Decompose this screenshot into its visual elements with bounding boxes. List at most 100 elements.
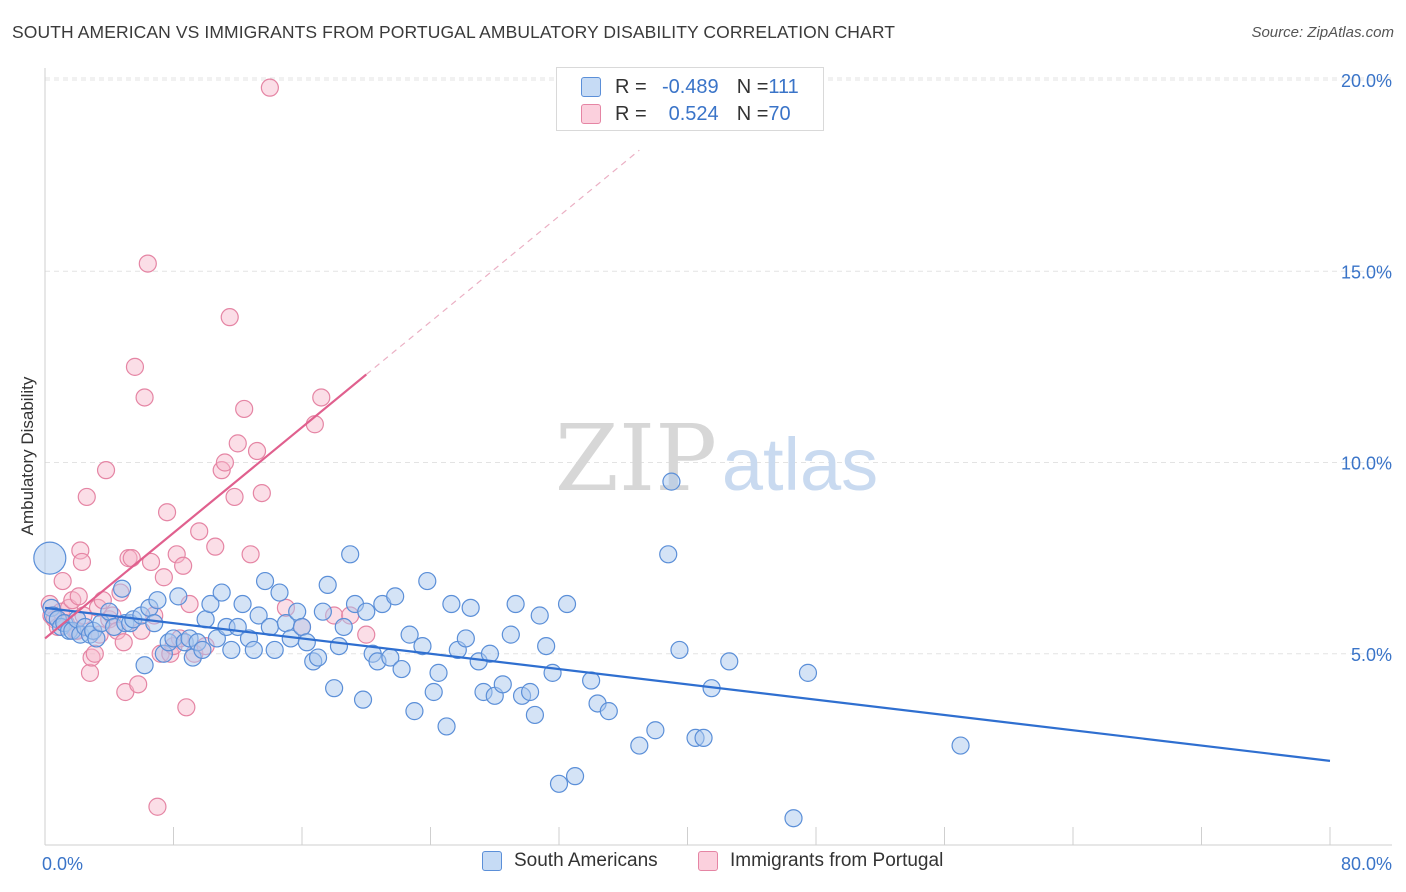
y-tick-label: 10.0% [1341,454,1392,474]
data-point-immigrants-from-portugal [148,797,167,816]
chart-title: SOUTH AMERICAN VS IMMIGRANTS FROM PORTUG… [12,22,896,42]
data-point-immigrants-from-portugal [190,522,209,541]
data-point-south-americans [386,587,405,606]
data-point-south-americans [329,636,349,656]
data-point-immigrants-from-portugal [305,415,324,434]
data-point-immigrants-from-portugal [80,663,100,682]
data-point-south-americans [599,702,618,721]
data-point-south-americans [798,663,818,682]
y-tick-label: 5.0% [1351,645,1392,665]
legend-r-value: 0.524 [668,102,719,125]
data-point-south-americans [212,583,231,602]
data-point-south-americans [201,594,220,614]
data-point-immigrants-from-portugal [220,308,239,327]
y-tick-label: 15.0% [1341,262,1392,282]
data-point-south-americans [265,640,284,660]
y-axis-title: Ambulatory Disability [18,376,37,536]
data-point-immigrants-from-portugal [252,484,271,503]
data-point-immigrants-from-portugal [85,644,104,663]
data-point-south-americans [437,717,456,736]
data-point-south-americans [565,767,585,786]
data-point-immigrants-from-portugal [53,571,72,591]
x-tick-label: 80.0% [1341,854,1392,874]
watermark-zip: ZIP [555,405,717,512]
legend-n-label: N = [736,102,769,125]
data-point-south-americans [292,617,312,637]
data-point-south-americans [288,602,307,621]
data-point-south-americans [506,594,525,614]
data-point-immigrants-from-portugal [77,487,96,507]
data-point-south-americans [318,575,337,595]
trend-lines [44,149,1331,762]
tick-labels: 5.0% 10.0% 15.0% 20.0% 0.0% 80.0% [42,71,1392,874]
bottom-legend-label: Immigrants from Portugal [730,850,944,871]
data-point-south-americans [557,594,577,614]
data-point-immigrants-from-portugal [157,503,177,522]
data-point-south-americans [659,545,678,564]
legend-r-label: R = [615,102,647,125]
data-point-south-americans [418,571,437,591]
data-point-south-americans [720,652,739,671]
data-point-south-americans [169,587,188,606]
data-point-south-americans [341,545,360,564]
axes [44,68,1392,846]
data-point-immigrants-from-portugal [114,633,133,652]
data-point-south-americans [413,636,432,656]
watermark: ZIP atlas [555,405,878,512]
data-point-south-americans [525,705,545,725]
data-point-immigrants-from-portugal [174,556,193,575]
data-point-immigrants-from-portugal [177,698,196,717]
legend-swatch-pink [581,104,601,124]
data-point-south-americans [646,721,665,740]
data-point-immigrants-from-portugal [69,587,88,606]
data-point-immigrants-from-portugal [129,675,148,694]
bottom-legend-label: South Americans [514,850,658,871]
data-point-south-americans [145,614,164,633]
data-point-immigrants-from-portugal [247,441,267,461]
data-point-south-americans [255,571,275,591]
legend-n-value: 111 [768,75,799,98]
data-point-south-americans [353,690,373,709]
legend-row-immigrants-from-portugal: R = 0.524 N = 70 [557,101,791,127]
legend-n-label: N = [736,75,769,98]
data-point-south-americans [357,602,376,621]
y-tick-label: 20.0% [1341,71,1392,91]
data-point-south-americans [148,591,167,610]
data-point-south-americans [297,633,316,652]
data-point-south-americans [501,625,520,644]
data-point-south-americans [270,583,289,602]
data-point-south-americans [100,602,119,621]
data-point-south-americans [670,640,689,660]
legend-r-value: -0.489 [661,75,719,98]
data-point-immigrants-from-portugal [71,541,90,560]
trend-line-extension-immigrants-from-portugal [365,149,640,375]
data-point-south-americans [400,625,419,644]
series-south-americans [33,472,970,828]
data-point-immigrants-from-portugal [141,552,161,572]
data-point-south-americans [461,598,480,617]
source-label: Source: ZipAtlas.com [1251,24,1394,41]
data-point-south-americans [244,640,263,660]
data-point-south-americans [951,736,970,755]
bottom-legend-south-americans: South Americans [482,850,658,872]
data-point-south-americans [249,606,268,625]
data-point-south-americans [456,629,475,648]
data-point-immigrants-from-portugal [260,78,279,97]
data-point-south-americans [233,594,252,614]
data-point-immigrants-from-portugal [215,453,234,472]
watermark-atlas: atlas [722,423,878,506]
data-point-south-americans [405,702,424,721]
data-point-south-americans [694,728,713,748]
data-point-south-americans [112,579,132,598]
data-point-south-americans [480,644,500,663]
data-point-south-americans [530,606,549,625]
data-point-south-americans [520,682,540,702]
data-point-south-americans [325,679,344,698]
data-point-south-americans [442,594,461,614]
data-point-south-americans [308,648,328,667]
data-point-immigrants-from-portugal [138,254,157,273]
bottom-legend-swatch-pink [698,851,718,871]
data-point-south-americans [662,472,681,491]
data-point-south-americans [549,774,569,793]
